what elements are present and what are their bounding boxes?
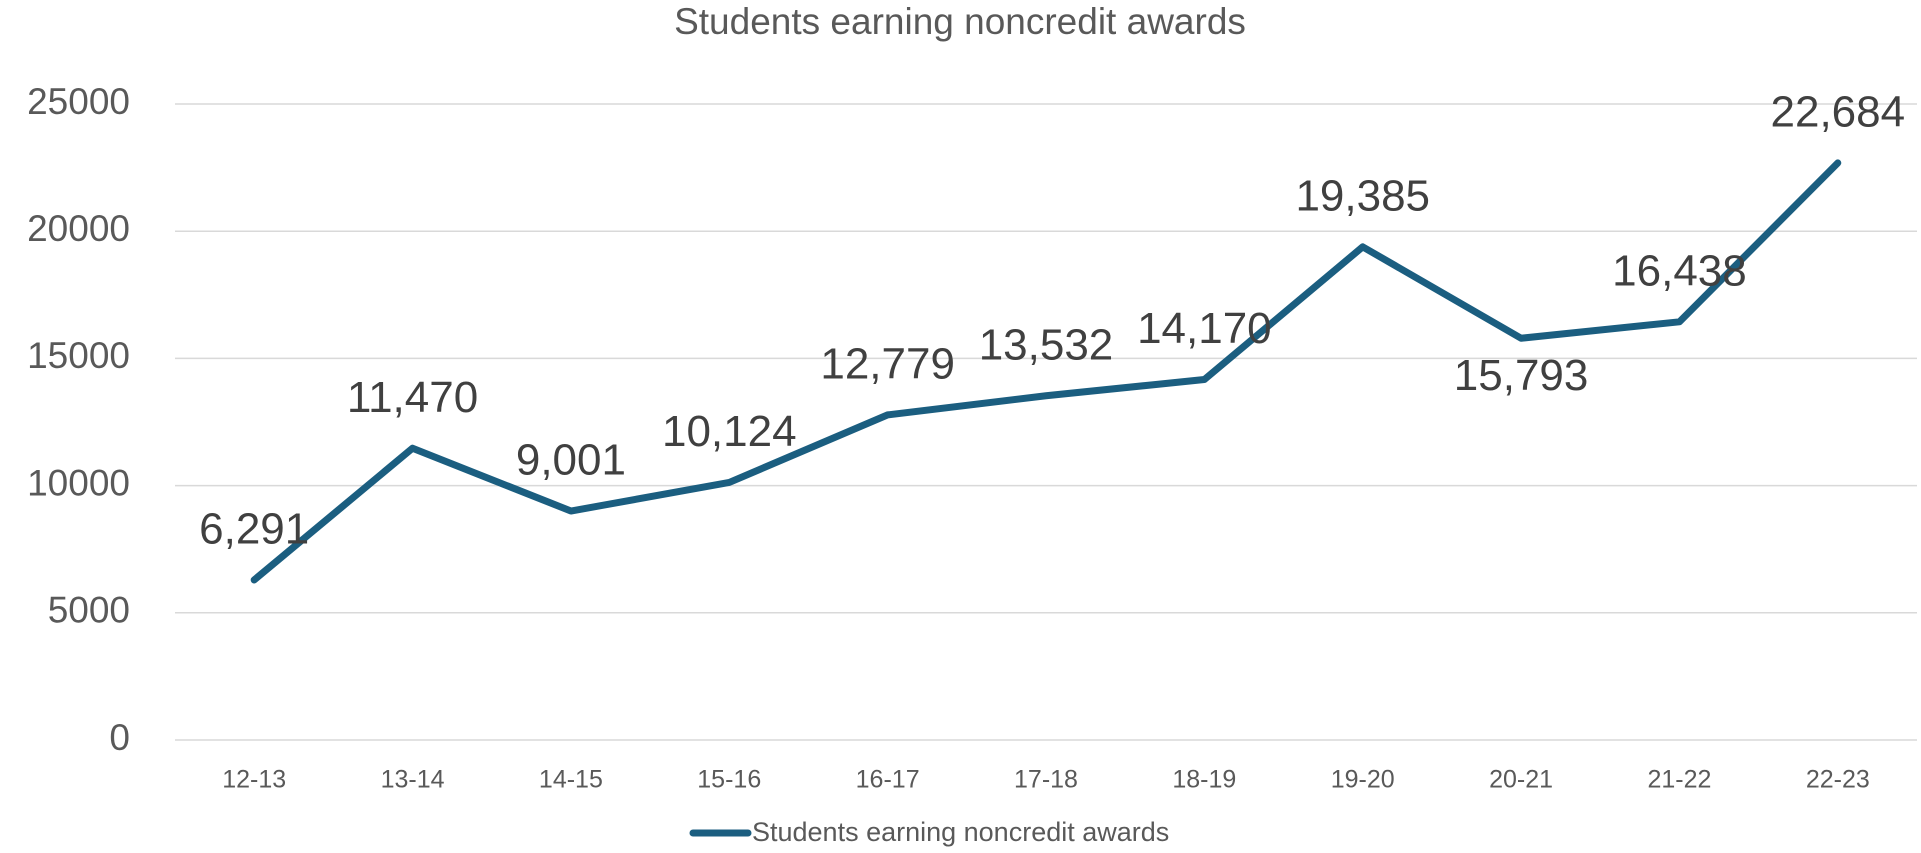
legend-label: Students earning noncredit awards [752,817,1169,847]
x-tick-label: 21-22 [1647,766,1711,794]
data-label: 11,470 [347,373,478,422]
x-tick-label: 14-15 [539,766,603,794]
y-tick-label: 10000 [27,462,130,503]
data-label: 22,684 [1771,88,1906,137]
y-tick-label: 25000 [27,81,130,122]
data-label: 14,170 [1137,304,1272,353]
x-tick-label: 15-16 [697,766,761,794]
data-label: 16,438 [1612,246,1747,295]
x-tick-label: 22-23 [1806,766,1870,794]
data-label: 13,532 [979,320,1114,369]
x-tick-label: 12-13 [222,766,286,794]
data-label: 10,124 [662,407,797,456]
chart-title: Students earning noncredit awards [674,1,1246,42]
line [250,159,1842,584]
data-label: 6,291 [199,505,309,554]
x-tick-label: 17-18 [1014,766,1078,794]
x-tick-label: 13-14 [381,766,445,794]
x-tick-label: 20-21 [1489,766,1553,794]
data-label: 12,779 [820,340,955,389]
data-label: 9,001 [516,436,626,485]
y-tick-label: 0 [109,717,130,758]
y-tick-label: 20000 [27,208,130,249]
data-label: 15,793 [1454,351,1589,400]
x-tick-label: 18-19 [1172,766,1236,794]
y-tick-label: 15000 [27,335,130,376]
x-tick-label: 16-17 [856,766,920,794]
y-tick-label: 5000 [48,590,130,631]
data-label: 19,385 [1295,171,1430,220]
x-tick-label: 19-20 [1331,766,1395,794]
